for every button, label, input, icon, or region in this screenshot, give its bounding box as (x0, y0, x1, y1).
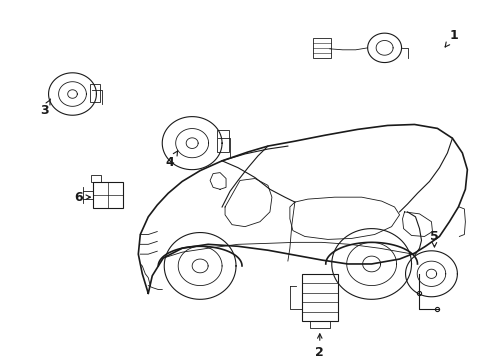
Bar (312, 38, 330, 58)
Bar (91, 175, 101, 183)
Text: 1: 1 (444, 28, 458, 47)
Bar (216, 130, 228, 152)
Text: 3: 3 (40, 99, 50, 117)
Bar (309, 321, 329, 328)
Text: 5: 5 (429, 230, 438, 247)
Bar (90, 84, 100, 102)
Text: 4: 4 (165, 151, 177, 169)
Bar (301, 274, 337, 321)
Text: 6: 6 (74, 191, 90, 204)
Bar (93, 183, 123, 208)
Text: 2: 2 (315, 334, 324, 359)
